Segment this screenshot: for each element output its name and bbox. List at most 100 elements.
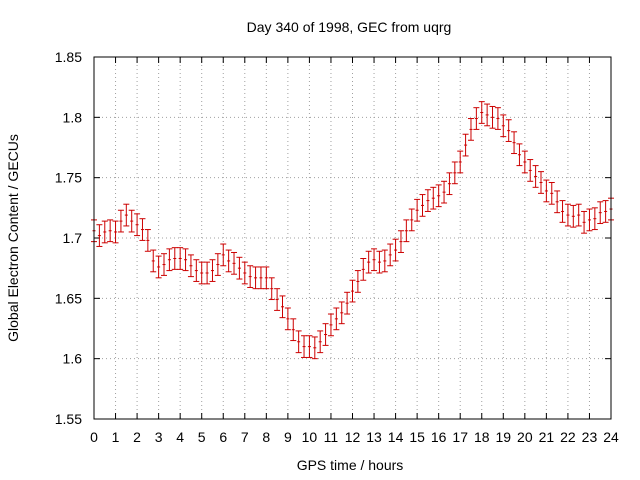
data-point xyxy=(387,243,394,267)
x-tick-label: 16 xyxy=(431,429,447,445)
data-point xyxy=(187,254,194,278)
data-point xyxy=(134,213,141,237)
data-point xyxy=(257,266,264,290)
y-tick-label: 1.8 xyxy=(63,109,83,125)
data-point xyxy=(570,204,577,228)
data-point xyxy=(247,265,254,288)
data-point xyxy=(144,229,151,252)
data-point xyxy=(279,295,286,319)
x-tick-label: 21 xyxy=(539,429,555,445)
data-point xyxy=(290,318,297,342)
data-point xyxy=(500,114,507,138)
x-tick-label: 7 xyxy=(241,429,249,445)
x-tick-labels: 0 1 2 3 4 5 6 7 8 9 10 11 12 13 14 15 16 17 18 19 20 21 22 23 24 xyxy=(90,429,619,445)
data-point xyxy=(543,179,550,203)
x-tick-label: 0 xyxy=(90,429,98,445)
x-tick-label: 11 xyxy=(324,429,339,445)
y-tick-label: 1.85 xyxy=(55,49,82,65)
y-axis-label: Global Electron Content / GECUs xyxy=(5,134,21,342)
x-tick-label: 5 xyxy=(198,429,206,445)
data-point xyxy=(322,323,329,346)
data-point xyxy=(392,238,399,262)
x-tick-label: 13 xyxy=(366,429,382,445)
x-axis-label: GPS time / hours xyxy=(297,457,404,473)
data-point xyxy=(559,200,566,223)
data-point xyxy=(128,209,135,233)
data-point xyxy=(220,243,227,267)
data-point xyxy=(505,119,512,142)
x-tick-label: 22 xyxy=(560,429,576,445)
data-point xyxy=(581,210,588,234)
data-point xyxy=(489,105,496,129)
y-tick-label: 1.65 xyxy=(55,290,82,306)
data-point xyxy=(112,220,119,244)
x-tick-label: 4 xyxy=(176,429,184,445)
data-point xyxy=(451,161,458,185)
data-point xyxy=(457,150,464,174)
data-point xyxy=(268,277,275,301)
data-point xyxy=(478,101,485,124)
data-point xyxy=(107,219,114,243)
data-point xyxy=(521,150,528,174)
data-point xyxy=(430,186,437,210)
x-tick-label: 6 xyxy=(219,429,227,445)
data-point xyxy=(602,200,609,223)
x-tick-label: 12 xyxy=(345,429,361,445)
x-tick-label: 20 xyxy=(517,429,533,445)
x-tick-label: 1 xyxy=(112,429,120,445)
data-point xyxy=(301,335,308,358)
x-tick-label: 2 xyxy=(133,429,141,445)
data-point xyxy=(484,103,491,127)
data-point xyxy=(441,180,448,204)
data-point xyxy=(419,194,426,217)
data-point xyxy=(414,198,421,222)
data-point xyxy=(96,224,103,247)
data-point xyxy=(155,255,162,279)
x-tick-label: 24 xyxy=(603,429,619,445)
data-point xyxy=(117,209,124,233)
data-point xyxy=(150,249,157,273)
data-point xyxy=(161,253,168,276)
data-point xyxy=(586,208,593,232)
data-point xyxy=(306,335,313,358)
data-point xyxy=(231,251,238,275)
data-point xyxy=(284,307,291,331)
data-point xyxy=(365,250,372,274)
data-point xyxy=(564,203,571,227)
data-point xyxy=(462,133,469,157)
data-point xyxy=(376,250,383,274)
data-point xyxy=(360,258,367,281)
data-point xyxy=(511,131,518,155)
data-point xyxy=(327,313,334,337)
data-series xyxy=(91,101,614,360)
data-point xyxy=(381,249,388,273)
data-point xyxy=(494,107,501,130)
x-tick-label: 9 xyxy=(284,429,292,445)
data-point xyxy=(537,171,544,194)
data-point xyxy=(241,261,248,285)
data-point xyxy=(371,248,378,272)
data-point xyxy=(166,248,173,272)
x-tick-label: 8 xyxy=(262,429,270,445)
data-point xyxy=(591,207,598,231)
data-point xyxy=(597,201,604,225)
x-tick-label: 10 xyxy=(302,429,318,445)
data-point xyxy=(403,219,410,243)
data-point xyxy=(182,248,189,272)
y-tick-label: 1.6 xyxy=(63,351,83,367)
x-tick-label: 23 xyxy=(582,429,598,445)
grid-lines xyxy=(94,57,611,419)
data-point xyxy=(527,159,534,182)
data-point xyxy=(295,330,302,354)
axis-ticks xyxy=(93,56,612,420)
data-point xyxy=(338,301,345,325)
data-point xyxy=(171,247,178,270)
data-point xyxy=(236,256,243,280)
y-tick-label: 1.7 xyxy=(63,230,83,246)
data-point xyxy=(204,261,211,285)
data-point xyxy=(177,247,184,270)
data-point xyxy=(311,336,318,360)
y-tick-labels: 1.55 1.6 1.65 1.7 1.75 1.8 1.85 xyxy=(55,49,82,427)
data-point xyxy=(263,266,270,290)
